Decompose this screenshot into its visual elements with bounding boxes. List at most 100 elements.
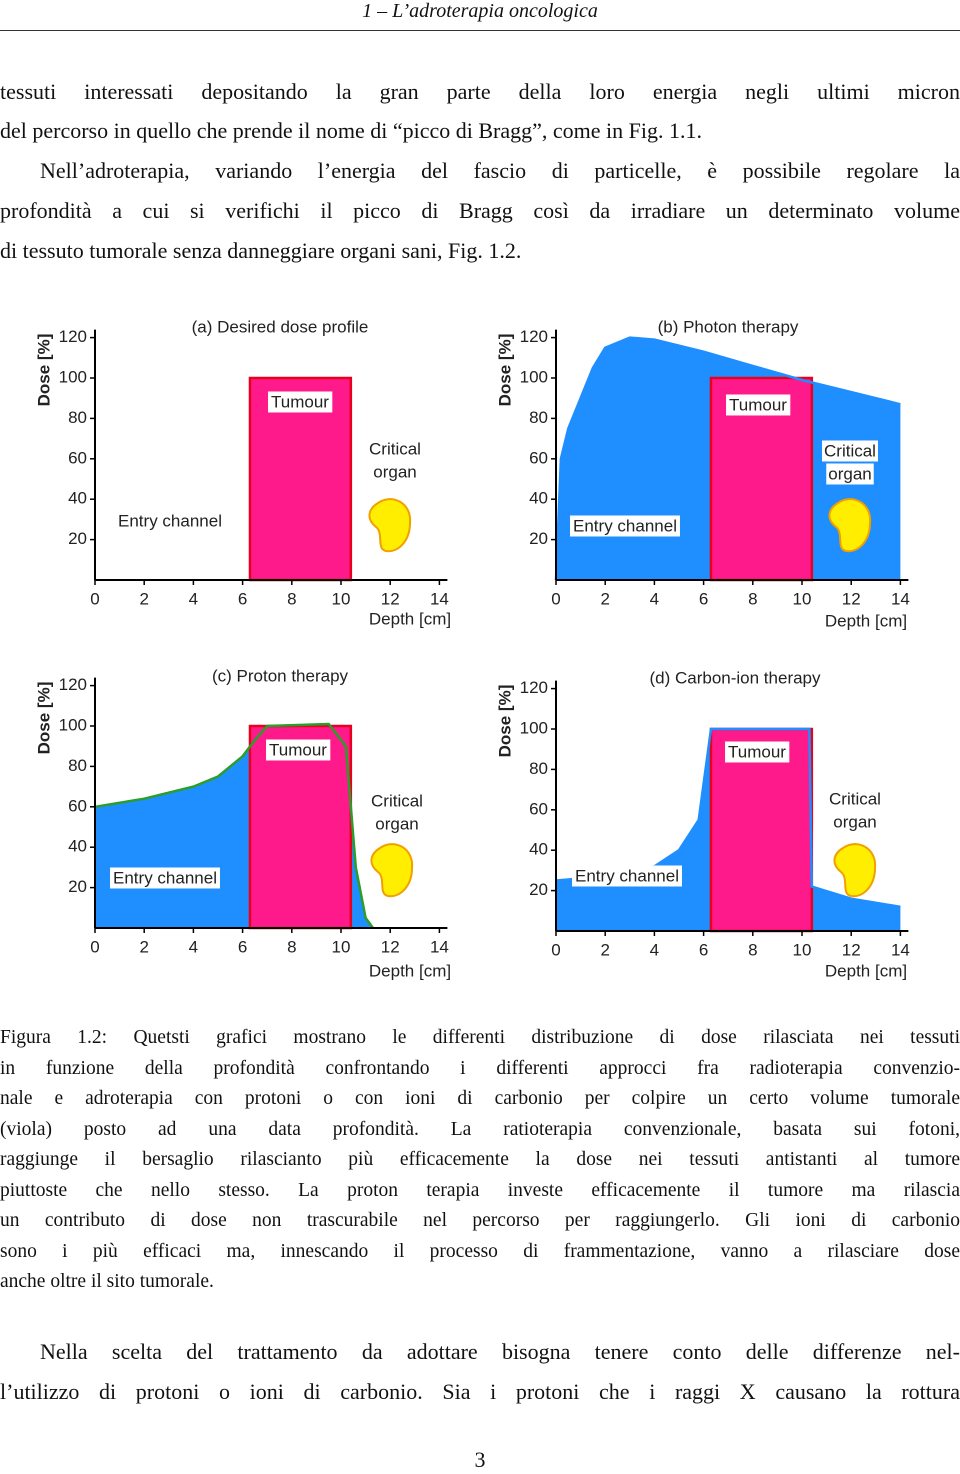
y-tick-label: 120 [520,327,548,346]
entry-channel-label: Entry channel [575,866,679,885]
organ-label: organ [373,462,416,481]
caption-line: anche oltre il sito tumorale. [0,1268,960,1296]
text-line: di tessuto tumorale senza danneggiare or… [0,238,522,263]
text-line: del percorso in quello che prende il nom… [0,118,702,143]
label-box [831,811,879,833]
y-tick-label: 80 [529,408,548,427]
x-tick-label: 0 [90,589,99,608]
x-tick-label: 14 [891,940,910,959]
label-box [266,739,331,761]
x-tick-label: 8 [287,937,296,956]
organ-label: Critical [369,439,421,458]
dose-curve [94,722,375,929]
y-tick-label: 100 [520,718,548,737]
caption-text: in funzione della profondità confrontand… [0,1057,960,1079]
label-box [110,867,220,889]
x-tick-label: 6 [238,589,247,608]
tumour-label: Tumour [269,740,327,759]
x-tick-label: 12 [381,937,400,956]
panel-title: (b) Photon therapy [658,317,799,336]
tumour-label: Tumour [729,395,787,414]
x-tick-label: 2 [600,940,609,959]
x-tick-label: 4 [650,940,659,959]
dose-curve [554,336,901,581]
y-axis-label: Dose [%] [34,682,53,755]
label-box [726,394,791,416]
organ-label: Critical [829,789,881,808]
y-tick-label: 120 [520,678,548,697]
x-tick-label: 6 [699,589,708,608]
x-tick-label: 14 [430,589,449,608]
organ-label: Critical [824,441,876,460]
entry-channel-label: Entry channel [573,516,677,535]
caption-text: Quetsti grafici mostrano le differenti d… [133,1027,960,1048]
x-tick-label: 4 [650,589,659,608]
x-tick-label: 0 [551,940,560,959]
y-tick-label: 20 [529,529,548,548]
x-tick-label: 12 [842,940,861,959]
panel-title: (a) Desired dose profile [192,317,369,336]
organ-label: organ [375,814,418,833]
x-tick-label: 10 [332,937,351,956]
y-tick-label: 80 [68,756,87,775]
y-tick-label: 80 [529,759,548,778]
label-box [572,865,682,887]
x-axis-label: Depth [cm] [369,609,451,628]
caption-label: Figura 1.2: [0,1027,108,1048]
x-axis-label: Depth [cm] [825,961,907,980]
x-tick-label: 6 [699,940,708,959]
caption-text: sono i più efficaci ma, innescando il pr… [0,1240,960,1262]
label-box [827,788,883,810]
y-tick-label: 40 [68,489,87,508]
label-box [826,463,874,485]
x-tick-label: 12 [381,589,400,608]
entry-channel-label: Entry channel [118,511,222,530]
caption-line: Figura 1.2: Quetsti grafici mostrano le … [0,1024,960,1052]
x-tick-label: 2 [139,937,148,956]
caption-text: raggiunge il bersaglio rilascianto più e… [0,1149,960,1170]
y-tick-label: 100 [59,715,87,734]
y-tick-label: 20 [68,529,87,548]
x-tick-label: 14 [891,589,910,608]
caption-text: (viola) posto ad una data profondità. La… [0,1118,960,1140]
critical-organ [370,843,414,898]
y-tick-label: 20 [529,880,548,899]
x-tick-label: 2 [600,589,609,608]
organ-label: organ [833,812,876,831]
y-tick-label: 80 [68,408,87,427]
caption-text: anche oltre il sito tumorale. [0,1271,214,1292]
text-line: l’utilizzo di protoni o ioni di carbonio… [0,1379,960,1404]
x-tick-label: 10 [793,589,812,608]
caption-line: piuttoste che nello stesso. La proton te… [0,1177,960,1205]
text-line: profondità a cui si verifichi il picco d… [0,198,960,223]
page-number: 3 [474,1447,486,1472]
label-box [268,391,333,413]
caption-text: un contributo di dose non trascurabile n… [0,1210,960,1231]
label-box [822,440,878,462]
y-axis-label: Dose [%] [495,334,514,407]
text-line: Nell’adroterapia, variando l’energia del… [40,158,960,183]
y-tick-label: 40 [529,489,548,508]
y-tick-label: 60 [68,448,87,467]
y-tick-label: 60 [529,448,548,467]
x-tick-label: 2 [139,589,148,608]
caption-line: un contributo di dose non trascurabile n… [0,1207,960,1235]
x-tick-label: 10 [793,940,812,959]
caption-line: in funzione della profondità confrontand… [0,1055,960,1083]
x-tick-label: 12 [842,589,861,608]
panel-title: (d) Carbon-ion therapy [649,668,821,687]
caption-line: raggiunge il bersaglio rilascianto più e… [0,1146,960,1174]
label-box [725,741,790,763]
organ-label: Critical [371,791,423,810]
x-axis-label: Depth [cm] [825,611,907,630]
y-tick-label: 60 [68,796,87,815]
y-tick-label: 60 [529,799,548,818]
running-header: 1 – L’adroterapia oncologica [362,0,598,22]
text-line: Nella scelta del trattamento da adottare… [40,1339,960,1364]
entry-channel-label: Entry channel [113,868,217,887]
y-axis-label: Dose [%] [495,685,514,758]
label-box [570,515,680,537]
caption-line: nale e adroterapia con protoni o con ion… [0,1085,960,1113]
